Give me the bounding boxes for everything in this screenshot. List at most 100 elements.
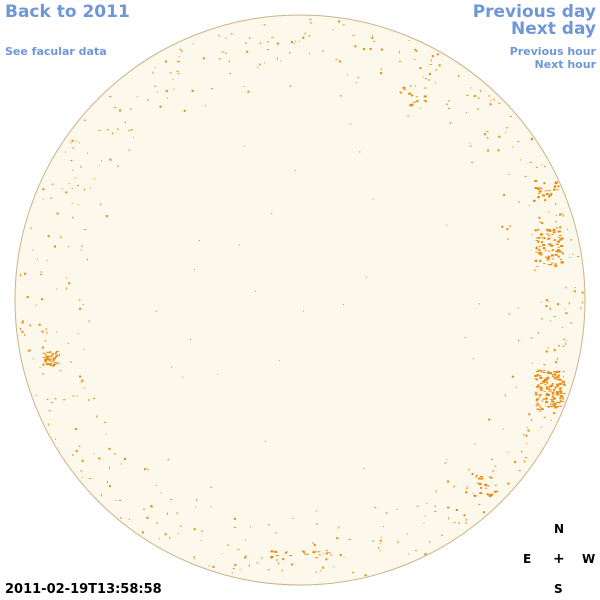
feature-mark [548,235,551,237]
feature-mark [557,249,560,252]
see-facular-data-link[interactable]: See facular data [5,45,107,58]
feature-mark [546,193,548,195]
feature-mark [382,526,384,528]
feature-mark [435,490,437,493]
feature-mark [466,487,468,490]
feature-mark [335,59,338,61]
feature-mark [177,73,180,75]
feature-mark [120,517,122,519]
feature-mark [561,383,565,385]
feature-mark [336,537,339,540]
feature-mark [542,194,545,197]
feature-mark [83,188,85,191]
feature-mark [483,133,486,136]
feature-mark [554,264,558,267]
feature-mark [21,322,24,324]
feature-mark [559,388,562,391]
feature-mark [548,255,550,258]
feature-mark [465,491,468,494]
back-to-year-link[interactable]: Back to 2011 [5,2,130,22]
feature-mark [257,66,259,68]
feature-mark [419,107,421,109]
feature-mark [535,378,538,381]
feature-mark [378,547,380,549]
feature-mark [539,188,543,190]
feature-mark [167,512,168,515]
feature-mark [476,482,479,484]
feature-mark [528,413,531,416]
feature-mark [82,304,84,305]
feature-mark [557,185,560,188]
feature-mark [402,86,406,89]
feature-mark [481,477,484,480]
feature-mark [557,246,560,248]
previous-hour-link[interactable]: Previous hour [509,45,596,58]
feature-mark [146,516,149,519]
feature-mark [486,485,490,487]
feature-mark [503,194,506,197]
feature-mark [517,307,519,309]
feature-mark [559,226,562,229]
feature-mark [42,357,45,358]
feature-mark [310,21,312,24]
feature-mark [84,387,85,389]
feature-mark [414,59,416,60]
feature-mark [562,398,564,400]
next-day-link[interactable]: Next day [511,19,596,39]
feature-mark [550,192,553,195]
feature-mark [89,187,91,189]
feature-mark [227,544,230,546]
feature-mark [352,571,354,573]
feature-mark [26,296,29,299]
feature-mark [44,358,48,361]
feature-mark [536,371,540,372]
feature-mark [94,178,95,180]
feature-mark [545,305,548,307]
feature-mark [315,557,319,559]
feature-mark [487,136,489,139]
feature-mark [20,327,21,330]
feature-mark [325,558,328,561]
feature-mark [528,205,530,207]
feature-mark [553,185,556,188]
feature-mark [80,165,82,168]
feature-mark [465,521,467,524]
feature-mark [473,494,477,497]
feature-mark [537,409,541,410]
feature-mark [553,402,556,404]
previous-day-link[interactable]: Previous day [472,2,596,22]
feature-mark [42,346,45,349]
feature-mark [546,257,550,260]
feature-mark [398,61,401,63]
feature-mark [541,318,543,320]
feature-mark [534,229,537,232]
feature-mark [333,566,335,568]
feature-mark [109,158,112,161]
feature-mark [543,370,546,371]
feature-mark [141,531,144,534]
compass-south-label: S [554,582,563,596]
feature-mark [61,188,63,190]
feature-mark [275,559,278,561]
next-hour-link[interactable]: Next hour [534,58,597,71]
feature-mark [218,34,220,37]
feature-mark [325,550,328,552]
feature-mark [202,57,205,60]
feature-mark [551,254,554,257]
feature-mark [554,378,557,380]
feature-mark [554,374,557,376]
feature-mark [548,394,550,396]
feature-mark [546,233,550,235]
feature-mark [551,374,554,375]
feature-mark [313,544,316,547]
feature-mark [317,551,321,553]
feature-mark [504,132,506,134]
feature-mark [547,193,550,195]
feature-mark [93,453,95,455]
feature-mark [524,457,527,459]
feature-mark [484,483,488,486]
feature-mark [543,364,546,366]
feature-mark [348,538,351,540]
feature-mark [47,423,49,426]
feature-mark [200,540,202,542]
